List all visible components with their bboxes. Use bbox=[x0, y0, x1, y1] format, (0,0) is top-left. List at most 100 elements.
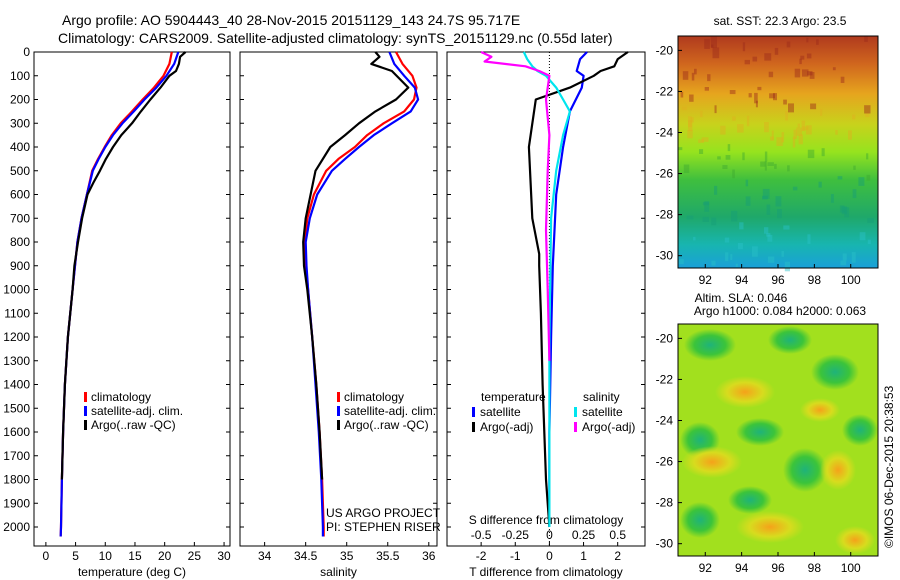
sst-texture-cell bbox=[745, 196, 751, 206]
y-tick-label: 500 bbox=[10, 164, 30, 178]
x-tick-label: 0 bbox=[43, 549, 50, 563]
y-tick-label: 0 bbox=[23, 45, 30, 59]
y-tick-label: 1600 bbox=[3, 425, 30, 439]
s-tick-label: -0.25 bbox=[502, 528, 530, 542]
legend-header: temperature bbox=[481, 390, 546, 404]
y-tick-label: 1800 bbox=[3, 473, 30, 487]
sst-texture-cell bbox=[711, 44, 714, 48]
sst-texture-cell bbox=[783, 225, 790, 230]
sst-map-title: sat. SST: 22.3 Argo: 23.5 bbox=[714, 14, 847, 28]
x-tick-label: 35.5 bbox=[376, 549, 400, 563]
y-tick-label: 600 bbox=[10, 188, 30, 202]
series-line bbox=[527, 51, 629, 528]
sst-texture-cell bbox=[766, 233, 771, 237]
sst-texture-cell bbox=[757, 86, 762, 91]
sst-texture-cell bbox=[801, 120, 806, 132]
sst-texture-cell bbox=[799, 58, 802, 65]
sst-texture-cell bbox=[707, 74, 711, 82]
sst-texture-cell bbox=[770, 136, 774, 141]
legend-label: Argo(..raw -QC) bbox=[344, 418, 429, 432]
sst-texture-cell bbox=[793, 129, 797, 139]
sla-blob bbox=[820, 450, 856, 490]
y-tick-label: 1200 bbox=[3, 330, 30, 344]
sst-texture-cell bbox=[809, 72, 815, 79]
sst-texture-cell bbox=[830, 194, 834, 203]
sst-texture-cell bbox=[712, 47, 720, 59]
sla-blob bbox=[842, 414, 878, 446]
legend-swatch bbox=[574, 407, 577, 417]
y-tick-label: 1300 bbox=[3, 354, 30, 368]
sst-texture-cell bbox=[764, 151, 768, 162]
sst-texture-cell bbox=[866, 153, 869, 160]
y-tick-label: 200 bbox=[10, 93, 30, 107]
map-y-tick-label: -22 bbox=[656, 84, 674, 98]
sst-texture-cell bbox=[767, 234, 773, 242]
x-tick-label: 20 bbox=[158, 549, 172, 563]
sst-texture-cell bbox=[851, 252, 856, 263]
legend-label: climatology bbox=[91, 390, 151, 404]
y-tick-label: 2000 bbox=[3, 520, 30, 534]
sst-texture-cell bbox=[678, 147, 683, 151]
x-tick-label: 30 bbox=[217, 549, 231, 563]
sst-texture-cell bbox=[739, 222, 744, 230]
sst-texture-cell bbox=[773, 93, 777, 101]
y-tick-label: 1400 bbox=[3, 378, 30, 392]
sst-texture-cell bbox=[864, 105, 871, 114]
sst-texture-cell bbox=[837, 176, 843, 180]
sst-texture-cell bbox=[688, 120, 693, 131]
sst-texture-cell bbox=[818, 181, 822, 188]
sst-texture-cell bbox=[746, 115, 750, 127]
sst-texture-cell bbox=[729, 90, 736, 95]
legend-label: satellite-adj. clim. bbox=[344, 404, 436, 418]
sst-texture-cell bbox=[797, 123, 800, 128]
legend-swatch bbox=[84, 406, 87, 416]
sst-texture-cell bbox=[704, 87, 709, 91]
legend-header: salinity bbox=[583, 390, 620, 404]
sla-blob bbox=[682, 446, 742, 478]
y-tick-label: 1500 bbox=[3, 401, 30, 415]
sst-texture-cell bbox=[702, 202, 710, 206]
y-tick-label: 100 bbox=[10, 69, 30, 83]
sst-texture-cell bbox=[788, 103, 794, 113]
sst-texture-cell bbox=[682, 71, 689, 80]
sst-texture-cell bbox=[844, 207, 850, 218]
y-tick-label: 1000 bbox=[3, 283, 30, 297]
sst-texture-cell bbox=[821, 148, 825, 157]
map-x-tick-label: 92 bbox=[699, 561, 713, 575]
sla-map: Altim. SLA: 0.046 Argo h1000: 0.084 h200… bbox=[656, 291, 879, 575]
s-tick-label: 0 bbox=[546, 528, 553, 542]
legend-label: Argo(-adj) bbox=[480, 420, 533, 434]
x-tick-label: 2 bbox=[614, 549, 621, 563]
y-tick-label: 700 bbox=[10, 211, 30, 225]
series-line bbox=[522, 51, 572, 527]
sst-texture-cell bbox=[704, 201, 710, 212]
sst-texture-cell bbox=[702, 216, 709, 222]
sla-blob bbox=[835, 526, 875, 554]
legend-swatch bbox=[472, 422, 475, 432]
sst-texture-cell bbox=[852, 114, 856, 120]
sst-texture-cell bbox=[724, 237, 730, 243]
legend-swatch bbox=[337, 392, 340, 402]
x-tick-label: -1 bbox=[510, 549, 521, 563]
plot-frame bbox=[446, 51, 646, 547]
sst-texture-cell bbox=[852, 189, 857, 199]
sst-texture-cell bbox=[732, 116, 736, 121]
sst-texture-cell bbox=[704, 38, 710, 49]
sst-texture-cell bbox=[783, 99, 787, 105]
sst-texture-cell bbox=[737, 124, 744, 133]
x-tick-label: 10 bbox=[99, 549, 113, 563]
sst-texture-cell bbox=[767, 256, 775, 263]
sst-texture-cell bbox=[805, 125, 812, 135]
sst-texture-cell bbox=[820, 108, 823, 116]
sst-texture-cell bbox=[714, 185, 718, 195]
sst-texture-cell bbox=[766, 204, 771, 215]
sst-texture-cell bbox=[727, 144, 731, 152]
legend-swatch bbox=[84, 392, 87, 402]
project-text: US ARGO PROJECT bbox=[326, 506, 441, 520]
sst-texture-cell bbox=[785, 111, 788, 121]
sst-texture-cell bbox=[769, 93, 775, 99]
y-tick-label: 400 bbox=[10, 140, 30, 154]
sst-texture-cell bbox=[732, 169, 735, 179]
map-y-tick-label: -20 bbox=[656, 331, 674, 345]
sst-texture-cell bbox=[777, 209, 782, 219]
